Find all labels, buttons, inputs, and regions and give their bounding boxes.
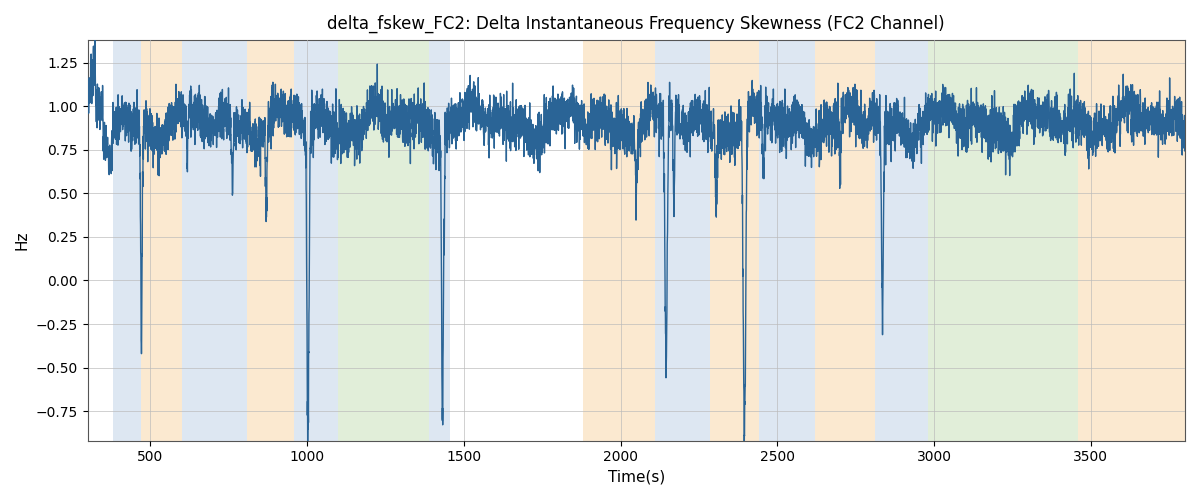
Bar bbox=[997, 40, 1079, 440]
Y-axis label: Hz: Hz bbox=[14, 230, 30, 250]
X-axis label: Time(s): Time(s) bbox=[607, 470, 665, 485]
Bar bbox=[1135, 40, 1186, 440]
Bar bbox=[181, 40, 247, 440]
Title: delta_fskew_FC2: Delta Instantaneous Frequency Skewness (FC2 Channel): delta_fskew_FC2: Delta Instantaneous Fre… bbox=[328, 15, 946, 34]
Bar bbox=[710, 40, 758, 440]
Bar bbox=[655, 40, 710, 440]
Bar bbox=[140, 40, 181, 440]
Bar bbox=[875, 40, 928, 440]
Bar bbox=[583, 40, 655, 440]
Bar bbox=[338, 40, 430, 440]
Bar bbox=[113, 40, 140, 440]
Bar bbox=[247, 40, 294, 440]
Bar bbox=[1079, 40, 1135, 440]
Bar bbox=[758, 40, 815, 440]
Bar bbox=[294, 40, 338, 440]
Bar bbox=[430, 40, 450, 440]
Bar bbox=[928, 40, 997, 440]
Bar bbox=[815, 40, 875, 440]
